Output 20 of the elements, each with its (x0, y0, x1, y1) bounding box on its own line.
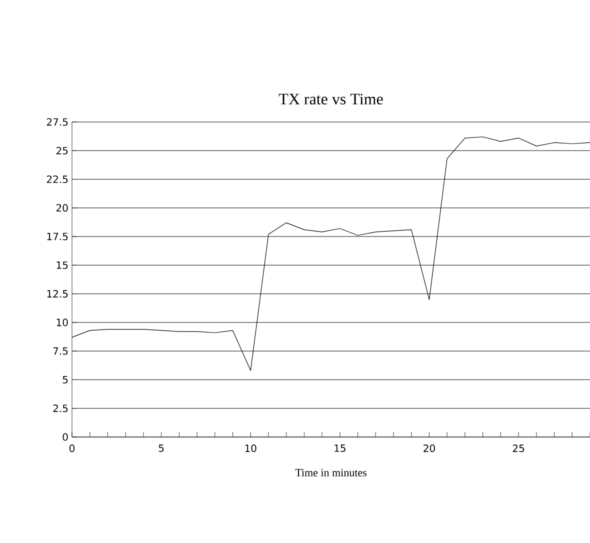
y-tick-label: 7.5 (53, 347, 68, 355)
y-tick-label: 2.5 (53, 404, 68, 412)
x-tick-label: 10 (245, 444, 256, 452)
x-tick-label: 20 (424, 444, 435, 452)
x-tick-label: 5 (158, 444, 164, 452)
y-tick-label: 15 (56, 261, 68, 269)
x-tick-label: 15 (334, 444, 346, 452)
y-tick-label: 10 (56, 318, 68, 326)
x-axis-title: Time in minutes (295, 468, 366, 476)
chart-title: TX rate vs Time (278, 94, 383, 104)
y-tick-label: 0 (62, 433, 68, 441)
y-tick-label: 20 (56, 204, 68, 212)
x-tick-label: 25 (512, 444, 524, 452)
y-tick-label: 25 (56, 146, 68, 154)
y-tick-label: 12.5 (47, 290, 68, 298)
y-tick-label: 5 (62, 376, 68, 384)
y-tick-label: 22.5 (46, 175, 68, 184)
y-tick-label: 27.5 (46, 118, 68, 126)
y-tick-label: 17.5 (47, 232, 68, 240)
x-tick-label: 0 (69, 444, 75, 452)
